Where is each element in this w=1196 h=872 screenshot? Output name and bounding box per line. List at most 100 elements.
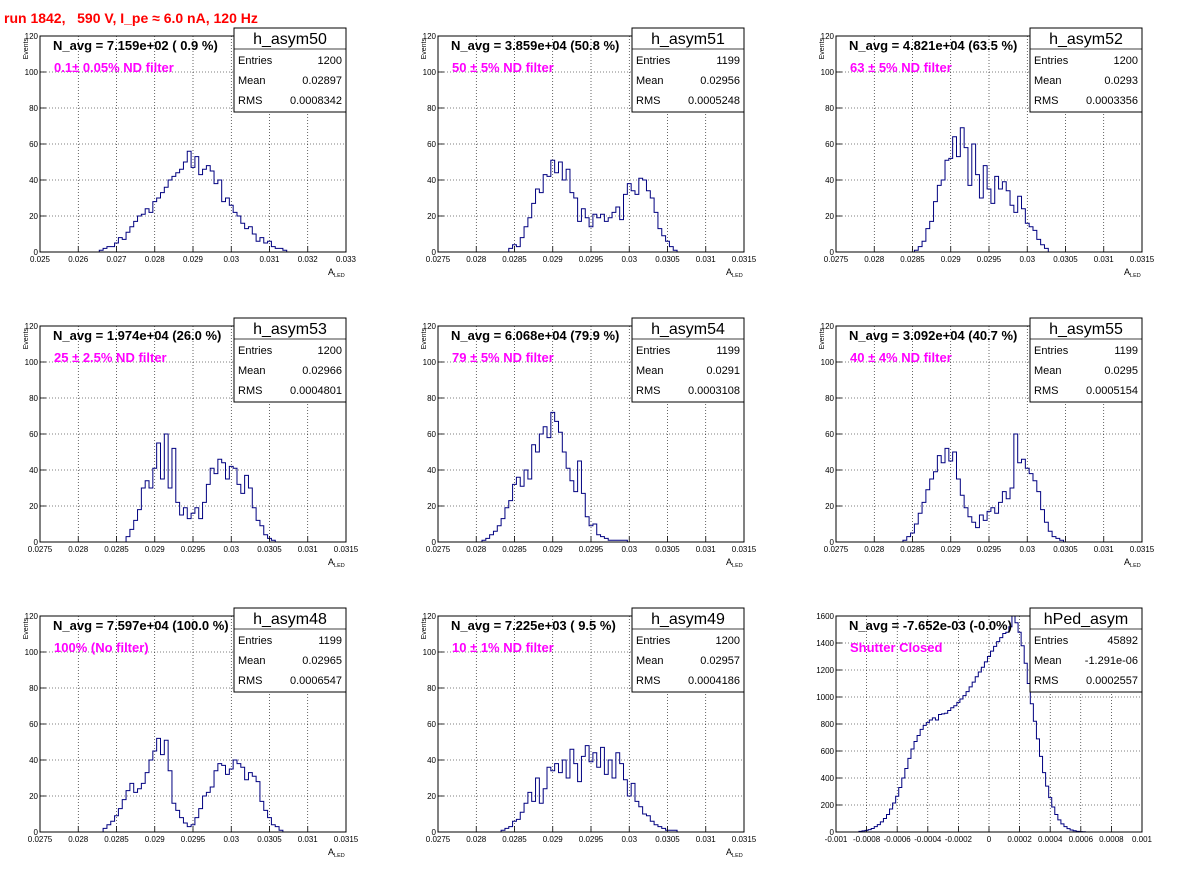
stats-value: 0.0295 xyxy=(1104,365,1138,377)
x-tick-label: 0.0275 xyxy=(28,835,53,844)
x-tick-label: 0.0305 xyxy=(1053,545,1078,554)
x-tick-label: 0.0305 xyxy=(257,545,282,554)
stats-value: 0.0003356 xyxy=(1086,95,1138,107)
y-tick-label: 120 xyxy=(423,322,437,331)
stats-box xyxy=(631,27,745,113)
y-tick-label: 40 xyxy=(29,756,38,765)
y-axis-label: Events xyxy=(23,618,30,640)
stats-label: Mean xyxy=(1034,655,1062,667)
histogram-panel-h_asym54: 0.0275 0.028 0.0285 0.029 0.0295 0.03 0.0305 0.… xyxy=(421,317,757,569)
stats-label: RMS xyxy=(1034,675,1058,687)
stats-label: RMS xyxy=(636,675,660,687)
x-tick-label: 0.028 xyxy=(68,545,89,554)
filter-annotation: 0.1± 0.05% ND filter xyxy=(54,60,174,75)
stats-label: RMS xyxy=(238,675,262,687)
stats-label: Entries xyxy=(238,345,273,357)
y-tick-label: 80 xyxy=(825,104,834,113)
histogram-series-h_asym55 xyxy=(902,433,1065,542)
y-tick-label: 100 xyxy=(423,648,437,657)
stats-label: Entries xyxy=(238,55,273,67)
y-tick-label: 1400 xyxy=(816,639,834,648)
x-tick-label: 0.031 xyxy=(696,835,717,844)
x-tick-label: 0.0275 xyxy=(824,545,849,554)
x-tick-label: 0.03 xyxy=(621,835,637,844)
x-tick-label: 0.029 xyxy=(543,835,564,844)
histogram-name: h_asym49 xyxy=(651,611,725,628)
histogram-name: h_asym53 xyxy=(253,321,327,338)
stats-label: RMS xyxy=(1034,95,1058,107)
x-tick-label: 0.0305 xyxy=(655,835,680,844)
filter-annotation: 63 ± 5% ND filter xyxy=(850,60,952,75)
histogram-series-h_asym50 xyxy=(98,150,291,253)
stats-box xyxy=(1029,317,1143,403)
y-tick-label: 200 xyxy=(821,801,835,810)
x-tick-label: 0.031 xyxy=(1094,545,1115,554)
filter-annotation: 10 ± 1% ND filter xyxy=(452,640,554,655)
x-tick-label: 0.0285 xyxy=(104,835,129,844)
y-tick-label: 100 xyxy=(25,648,39,657)
stats-box xyxy=(233,27,347,113)
y-tick-label: 120 xyxy=(423,32,437,41)
y-tick-label: 80 xyxy=(29,104,38,113)
stats-box xyxy=(233,317,347,403)
y-tick-label: 0 xyxy=(34,828,39,837)
navg-label: N_avg = 3.092e+04 (40.7 %) xyxy=(849,328,1017,343)
navg-label: N_avg = 1.974e+04 (26.0 %) xyxy=(53,328,221,343)
x-tick-label: 0.0305 xyxy=(1053,255,1078,264)
y-axis-label: Events xyxy=(421,38,428,60)
x-tick-label: 0.028 xyxy=(466,835,487,844)
y-tick-label: 80 xyxy=(427,394,436,403)
y-tick-label: 80 xyxy=(29,394,38,403)
histogram-name: h_asym51 xyxy=(651,31,725,48)
navg-label: N_avg = -7.652e-03 (-0.0%) xyxy=(849,618,1012,633)
stats-value: -1.291e-06 xyxy=(1085,655,1138,667)
filter-annotation: Shutter Closed xyxy=(850,640,943,655)
x-tick-label: 0.031 xyxy=(298,835,319,844)
filter-annotation: 100% (No filter) xyxy=(54,640,149,655)
y-tick-label: 600 xyxy=(821,747,835,756)
y-tick-label: 1600 xyxy=(816,612,834,621)
y-tick-label: 0 xyxy=(432,248,437,257)
x-tick-label: 0.0295 xyxy=(181,545,206,554)
x-tick-label: 0.0315 xyxy=(732,545,757,554)
navg-label: N_avg = 3.859e+04 (50.8 %) xyxy=(451,38,619,53)
y-tick-label: 100 xyxy=(423,68,437,77)
y-tick-label: 120 xyxy=(821,322,835,331)
x-axis-label: ALED xyxy=(726,267,743,279)
x-tick-label: 0.0285 xyxy=(502,835,527,844)
y-axis-label: Events xyxy=(23,328,30,350)
x-tick-label: 0.0285 xyxy=(900,255,925,264)
x-tick-label: 0.03 xyxy=(1019,255,1035,264)
x-tick-label: 0.0315 xyxy=(732,835,757,844)
navg-label: N_avg = 6.068e+04 (79.9 %) xyxy=(451,328,619,343)
stats-label: Entries xyxy=(636,345,671,357)
navg-label: N_avg = 7.597e+04 (100.0 %) xyxy=(53,618,229,633)
y-tick-label: 100 xyxy=(821,358,835,367)
histogram-panel-h_asym55: 0.0275 0.028 0.0285 0.029 0.0295 0.03 0.0305 0.… xyxy=(819,317,1155,569)
y-tick-label: 1000 xyxy=(816,693,834,702)
stats-value: 1199 xyxy=(716,345,740,357)
x-tick-label: 0.0295 xyxy=(181,835,206,844)
x-tick-label: 0.028 xyxy=(68,835,89,844)
stats-box xyxy=(1029,607,1143,693)
stats-value: 0.0004186 xyxy=(688,675,740,687)
x-tick-label: 0.0275 xyxy=(426,255,451,264)
y-tick-label: 60 xyxy=(29,430,38,439)
histogram-panel-h_asym51: 0.0275 0.028 0.0285 0.029 0.0295 0.03 0.0305 0.… xyxy=(421,27,757,279)
y-tick-label: 20 xyxy=(427,502,436,511)
x-tick-label: 0.0006 xyxy=(1069,835,1094,844)
x-axis-label: ALED xyxy=(328,847,345,859)
stats-box xyxy=(1029,27,1143,113)
x-tick-label: 0.03 xyxy=(223,835,239,844)
stats-label: Mean xyxy=(238,365,266,377)
histogram-series-h_asym52 xyxy=(913,127,1049,252)
stats-label: RMS xyxy=(636,385,660,397)
stats-label: Mean xyxy=(636,75,664,87)
histogram-name: hPed_asym xyxy=(1044,611,1129,628)
x-tick-label: 0.025 xyxy=(30,255,51,264)
x-tick-label: -0.001 xyxy=(825,835,848,844)
x-tick-label: 0.0295 xyxy=(579,545,604,554)
x-tick-label: 0.0315 xyxy=(1130,545,1155,554)
stats-value: 0.0005248 xyxy=(688,95,740,107)
x-tick-label: 0.031 xyxy=(696,255,717,264)
